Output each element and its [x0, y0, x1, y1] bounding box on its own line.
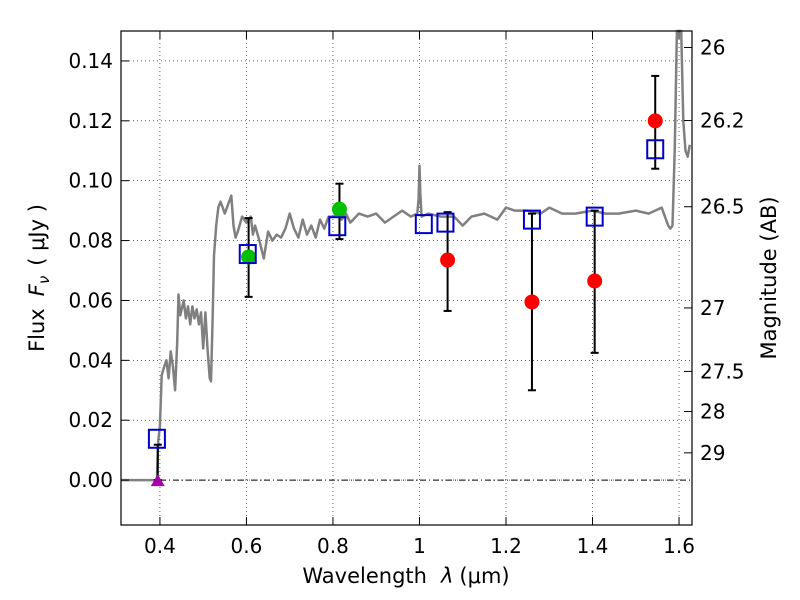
- x-tick-label: 0.4: [144, 534, 176, 558]
- y-tick-label: 0.14: [68, 49, 113, 73]
- x-tick-label: 1.4: [577, 534, 609, 558]
- sed-model-line: [121, 29, 692, 482]
- y2-tick-label: 26.2: [700, 109, 745, 133]
- y2-tick-label: 29: [700, 441, 725, 465]
- y-tick-label: 0.00: [68, 468, 113, 492]
- y2-tick-label: 26.5: [700, 195, 745, 219]
- plot-background: [121, 31, 692, 525]
- y2-tick-label: 28: [700, 400, 725, 424]
- model-band-square: [436, 212, 455, 233]
- y-axis-label: FluxFν( μJy ): [25, 204, 53, 352]
- y-tick-label: 0.10: [68, 169, 113, 193]
- model-band-square: [646, 139, 665, 160]
- y-tick-label: 0.04: [68, 348, 113, 372]
- model-band-square: [585, 206, 604, 227]
- y2-tick-label: 27: [700, 296, 725, 320]
- observed-point: [587, 273, 603, 289]
- y-tick-label: 0.06: [68, 288, 113, 312]
- model-band-square: [147, 428, 166, 449]
- x-tick-label: 1: [413, 534, 426, 558]
- model-band-square: [328, 216, 347, 237]
- observed-point-green: [241, 249, 257, 265]
- x-tick-label: 1.6: [663, 534, 695, 558]
- y-tick-label: 0.02: [68, 408, 113, 432]
- y-tick-label: 0.08: [68, 229, 113, 253]
- model-band-square: [414, 214, 433, 235]
- x-tick-label: 0.6: [231, 534, 263, 558]
- y2-tick-label: 26: [700, 35, 725, 59]
- y2-axis-label: Magnitude (AB): [757, 196, 781, 359]
- x-tick-label: 1.2: [490, 534, 522, 558]
- observed-point: [440, 252, 456, 268]
- model-band-square: [522, 209, 541, 230]
- observed-point: [524, 294, 540, 310]
- upper-limit-marker: [150, 474, 165, 487]
- plot-frame: [120, 30, 693, 526]
- x-tick-label: 0.8: [317, 534, 349, 558]
- y-tick-label: 0.12: [68, 109, 113, 133]
- observed-point: [647, 113, 663, 129]
- y2-tick-label: 27.5: [700, 359, 745, 383]
- x-axis-label: Wavelength λ (μm): [302, 564, 509, 588]
- observed-point-green: [331, 201, 347, 217]
- model-band-square: [238, 244, 257, 265]
- markers: [147, 113, 665, 487]
- ticks: 0.4 0.6 0.8 1 1.2 1.4 1.6 0.00 0.02 0.04 0.06 0.08 0…: [68, 31, 745, 558]
